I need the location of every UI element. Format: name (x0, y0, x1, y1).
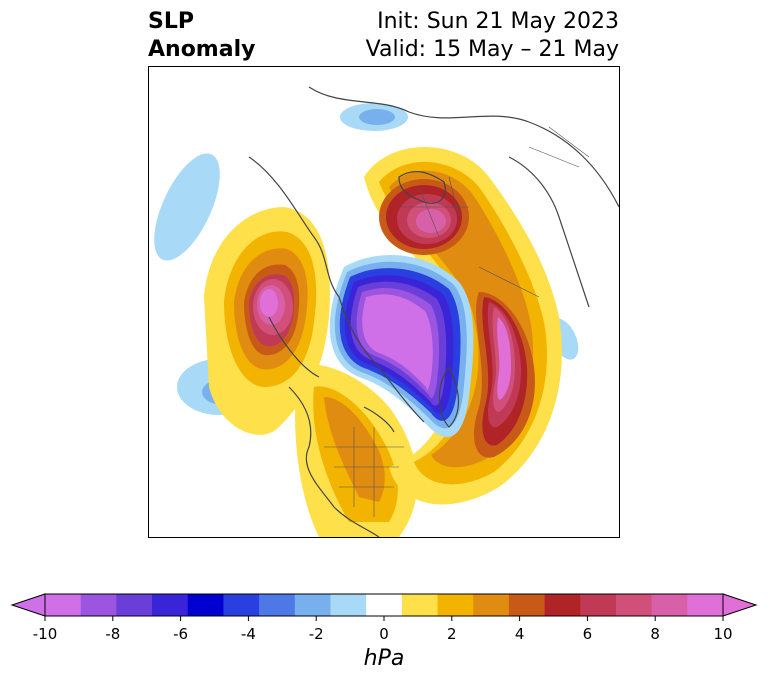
coastlines (248, 86, 619, 537)
colorbar-bin (651, 594, 688, 616)
colorbar-tick-label: -4 (240, 625, 256, 643)
colorbar-bin (187, 594, 224, 616)
colorbar-bin (580, 594, 617, 616)
chart-title-left: SLP Anomaly (148, 8, 255, 64)
valid-range-label: Valid: 15 May – 21 May (365, 37, 619, 62)
colorbar-bin (330, 594, 367, 616)
siberia-high (474, 292, 535, 458)
colorbar-tick-label: 10 (713, 625, 733, 643)
colorbar-bin (401, 594, 439, 616)
colorbar-extend-low (10, 593, 46, 617)
colorbar-tick-label: 6 (582, 625, 593, 643)
borders (324, 126, 590, 517)
colorbar-bin (508, 594, 546, 616)
chart-title-right: Init: Sun 21 May 2023 Valid: 15 May – 21… (366, 8, 619, 64)
colorbar-bin (45, 594, 82, 616)
title-variable-sub: Anomaly (148, 37, 256, 62)
colorbar-bin (544, 594, 581, 616)
colorbar-extend-high (722, 593, 758, 617)
anomaly-field-svg (154, 86, 619, 537)
colorbar-tick-label: 8 (650, 625, 660, 643)
north-america-high (295, 364, 418, 537)
colorbar-bin (437, 594, 474, 616)
colorbar-bin (116, 594, 153, 616)
init-date-label: Init: Sun 21 May 2023 (377, 9, 619, 34)
colorbar-tick-label: -2 (308, 625, 324, 643)
colorbar-bin (223, 594, 260, 616)
colorbar-unit: hPa (363, 646, 405, 671)
colorbar-bin (615, 594, 653, 616)
colorbar-bin (473, 594, 510, 616)
greenland-low (329, 255, 474, 437)
title-variable: SLP (148, 9, 194, 34)
colorbar-bin (152, 594, 189, 616)
colorbar-tick-label: 4 (514, 625, 525, 643)
colorbar-bin (687, 594, 724, 616)
colorbar-bin (80, 594, 117, 616)
colorbar-bin (259, 594, 296, 616)
colorbar-tick-label: 2 (447, 625, 457, 643)
colorbar-bin (294, 594, 331, 616)
colorbar-tick-label: -10 (32, 625, 58, 643)
colorbar (10, 593, 758, 621)
colorbar-bin (366, 594, 403, 616)
colorbar-tick-label: 0 (379, 625, 389, 643)
colorbar-tick-label: -6 (173, 625, 189, 643)
colorbar-tick-label: -8 (105, 625, 121, 643)
anomaly-map (148, 66, 620, 538)
